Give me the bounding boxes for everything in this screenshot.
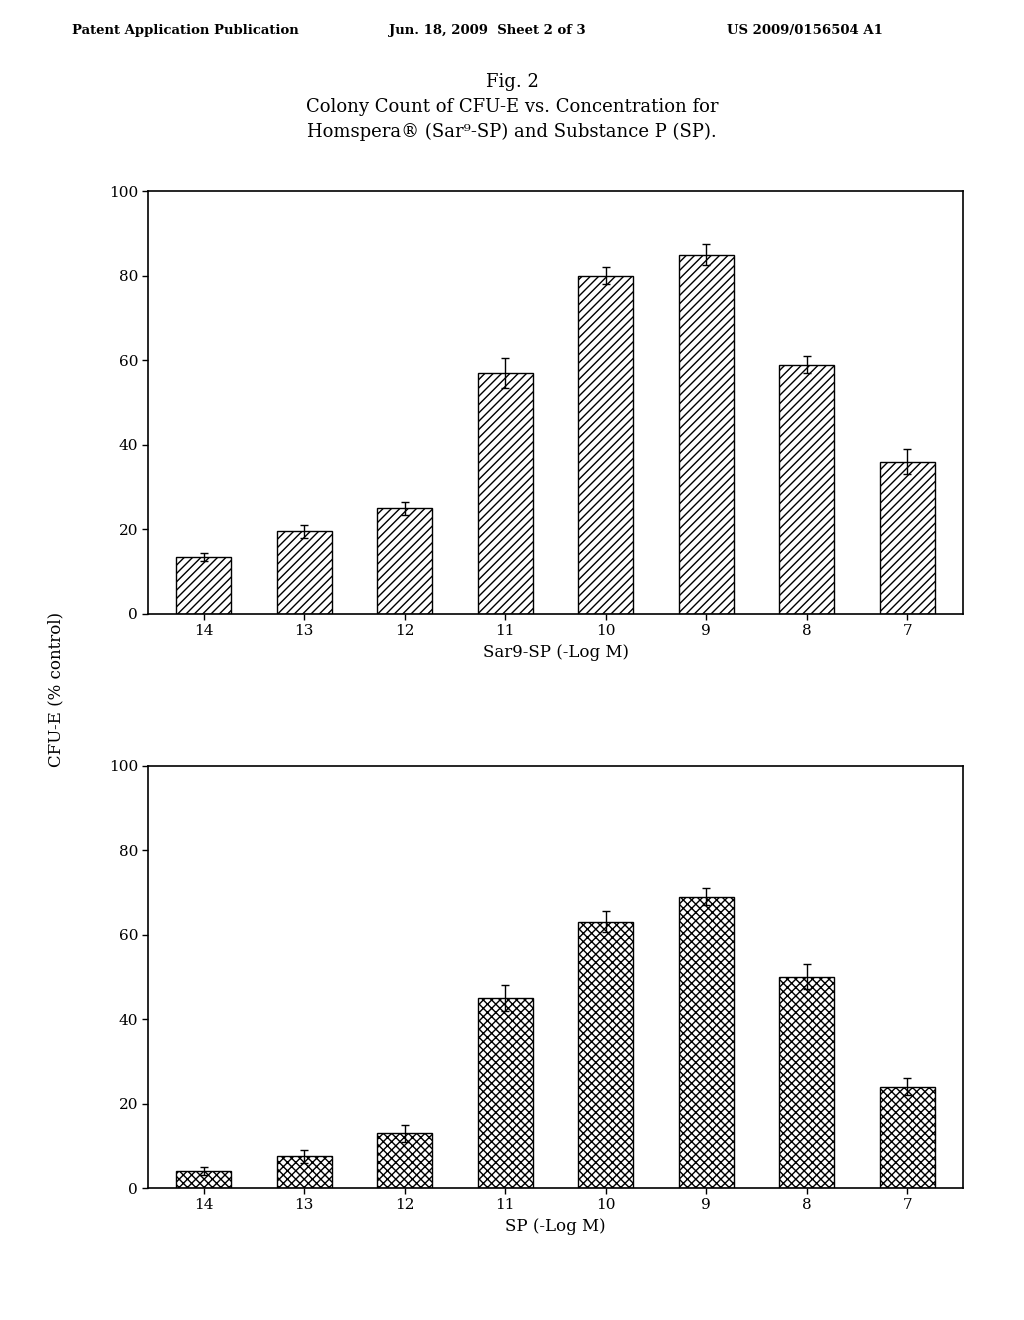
- Bar: [579, 921, 634, 1188]
- Text: US 2009/0156504 A1: US 2009/0156504 A1: [727, 24, 883, 37]
- Bar: [276, 1156, 332, 1188]
- Bar: [477, 374, 532, 614]
- Bar: [477, 998, 532, 1188]
- X-axis label: SP (-Log M): SP (-Log M): [505, 1218, 606, 1236]
- Text: Patent Application Publication: Patent Application Publication: [72, 24, 298, 37]
- Bar: [276, 532, 332, 614]
- Text: Fig. 2: Fig. 2: [485, 73, 539, 91]
- Bar: [880, 462, 935, 614]
- Bar: [176, 1171, 231, 1188]
- Bar: [679, 255, 734, 614]
- Bar: [579, 276, 634, 614]
- Bar: [779, 977, 835, 1188]
- Text: Colony Count of CFU-E vs. Concentration for: Colony Count of CFU-E vs. Concentration …: [306, 98, 718, 116]
- X-axis label: Sar9-SP (-Log M): Sar9-SP (-Log M): [482, 644, 629, 661]
- Text: Homspera® (Sar⁹-SP) and Substance P (SP).: Homspera® (Sar⁹-SP) and Substance P (SP)…: [307, 123, 717, 141]
- Bar: [880, 1086, 935, 1188]
- Text: Jun. 18, 2009  Sheet 2 of 3: Jun. 18, 2009 Sheet 2 of 3: [389, 24, 586, 37]
- Bar: [779, 364, 835, 614]
- Bar: [377, 508, 432, 614]
- Bar: [377, 1133, 432, 1188]
- Bar: [679, 896, 734, 1188]
- Text: CFU-E (% control): CFU-E (% control): [48, 612, 65, 767]
- Bar: [176, 557, 231, 614]
